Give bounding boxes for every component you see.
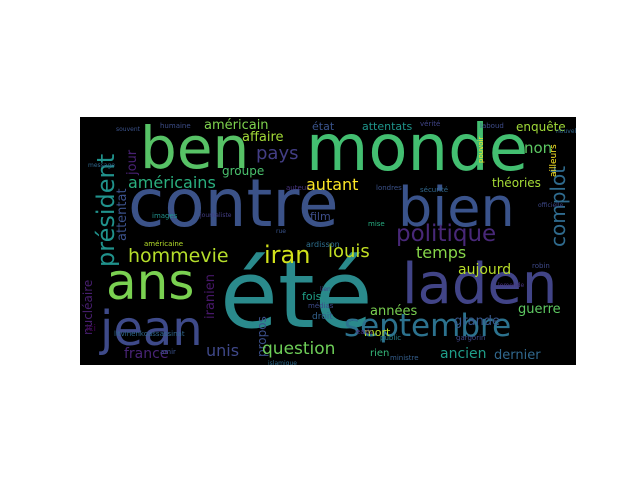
word-ete: été bbox=[220, 241, 373, 350]
word-groupe: groupe bbox=[222, 164, 265, 178]
word-londres: londres bbox=[376, 184, 402, 192]
word-souvent: souvent bbox=[116, 126, 140, 133]
word-mise: mise bbox=[368, 220, 385, 228]
word-securite: sécurité bbox=[420, 186, 449, 194]
word-monde: monde bbox=[306, 117, 529, 186]
word-droit: droit bbox=[312, 312, 333, 322]
word-question: question bbox=[262, 339, 336, 359]
word-nouvelle: nouvelle bbox=[556, 128, 576, 135]
word-aujourd: aujourd bbox=[458, 262, 512, 278]
word-amir: amir bbox=[160, 348, 176, 356]
word-images: images bbox=[152, 212, 178, 220]
word-officielle: officielle bbox=[538, 202, 564, 209]
word-mort: mort bbox=[364, 326, 391, 339]
word-jean: jean bbox=[100, 301, 203, 357]
word-lien: lien bbox=[320, 286, 331, 293]
word-americains: américains bbox=[128, 173, 216, 192]
word-ancien: ancien bbox=[440, 346, 487, 362]
word-iranien: iranien bbox=[203, 273, 218, 319]
word-attentats: attentats bbox=[362, 120, 413, 133]
word-unis: unis bbox=[206, 341, 240, 360]
word-americain: américain bbox=[204, 118, 269, 133]
word-dernier: dernier bbox=[494, 348, 541, 363]
word-louis: louis bbox=[328, 241, 370, 262]
word-ans: ans bbox=[106, 253, 195, 311]
word-pouvoir: pouvoir bbox=[477, 136, 485, 163]
word-americaine: américaine bbox=[144, 240, 184, 248]
word-rien: rien bbox=[370, 348, 390, 359]
word-jour: jour bbox=[125, 149, 140, 175]
word-ministre: ministre bbox=[390, 354, 419, 362]
word-hommevie: hommevie bbox=[128, 245, 229, 267]
word-non: non bbox=[524, 139, 553, 157]
word-iran: iran bbox=[264, 241, 311, 269]
word-etat: état bbox=[312, 120, 335, 133]
word-theories: théories bbox=[492, 176, 541, 190]
word-laboud: laboud bbox=[480, 122, 504, 130]
word-affaire: affaire bbox=[242, 130, 284, 145]
word-litvinenkoassassinat: litvinenkoassassinat bbox=[114, 330, 185, 338]
word-grande: grande bbox=[454, 314, 501, 329]
word-humaine: humaine bbox=[160, 122, 191, 130]
word-ardisson: ardisson bbox=[306, 240, 340, 249]
word-annees: années bbox=[370, 304, 418, 319]
word-auteur: auteur bbox=[286, 184, 310, 192]
word-autant: autant bbox=[306, 175, 359, 194]
word-temps: temps bbox=[416, 243, 467, 262]
word-lemonde: lemonde bbox=[498, 282, 525, 289]
word-gargorin: gargorin bbox=[456, 334, 486, 342]
word-cloud: été contre ben monde bien ans laden jean… bbox=[80, 117, 576, 365]
word-laden: laden bbox=[402, 252, 558, 317]
word-public: public bbox=[380, 334, 402, 342]
word-septembre: septembre bbox=[344, 308, 512, 344]
word-verite: vérité bbox=[420, 120, 441, 128]
word-guerre: guerre bbox=[518, 302, 561, 317]
word-bien: bien bbox=[398, 176, 515, 239]
word-eads: eads bbox=[356, 328, 373, 336]
word-attentat: attentat bbox=[115, 188, 130, 241]
word-medias: médias bbox=[308, 302, 334, 310]
word-message: message bbox=[88, 162, 115, 169]
word-fois: fois bbox=[302, 290, 322, 303]
word-pays: pays bbox=[256, 143, 299, 164]
word-politique: politique bbox=[396, 221, 497, 247]
word-robin: robin bbox=[532, 262, 550, 270]
word-contre: contre bbox=[128, 165, 339, 242]
word-islamique: islamique bbox=[268, 360, 297, 366]
word-ben: ben bbox=[140, 117, 250, 182]
word-ici: ici bbox=[86, 324, 96, 334]
word-journaliste: journaliste bbox=[200, 212, 232, 219]
word-rue: rue bbox=[276, 228, 286, 235]
word-enquete: enquête bbox=[516, 120, 566, 134]
word-film: film bbox=[310, 210, 331, 223]
word-france: france bbox=[124, 346, 169, 362]
